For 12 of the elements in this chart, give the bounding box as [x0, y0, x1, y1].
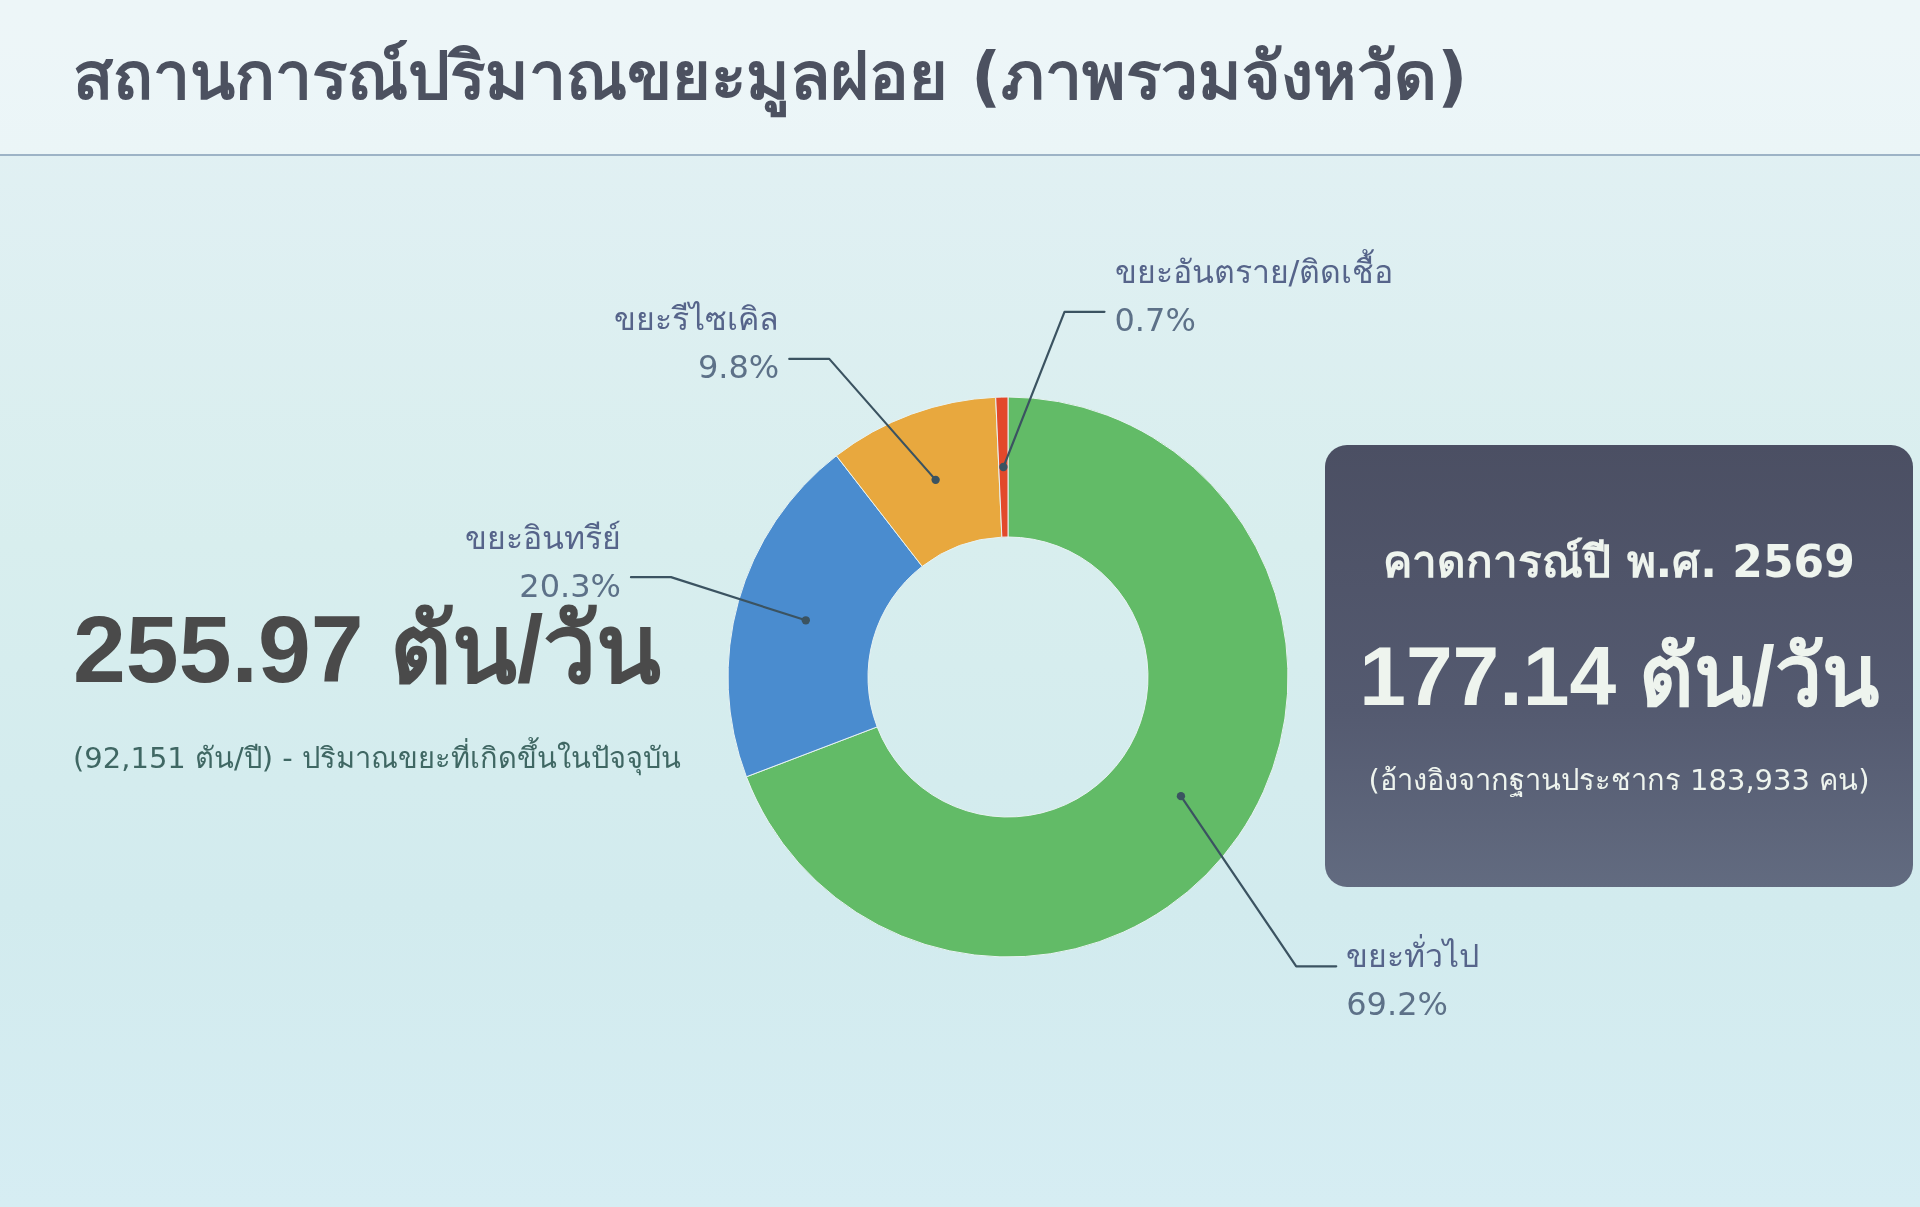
text: (อ้างอิงจากฐานประชากร 183,933 คน) [1367, 761, 1871, 799]
data-label: 9.8% [697, 348, 780, 387]
text: คาดการณ์ปี พ.ศ. 2569 [1382, 536, 1856, 589]
chart-title: สถานการณ์ปริมาณขยะมูลฝอย (ภาพรวมจังหวัด) [73, 37, 1468, 117]
text: (92,151 ตัน/ปี) - ปริมาณขยะที่เกิดขึ้นในปัจจุบัน [73, 739, 681, 778]
data-label: 0.7% [1114, 301, 1196, 340]
slice-label: ขยะอันตราย/ติดเชื้อ [1114, 249, 1394, 292]
slice-label: ขยะทั่วไป [1346, 933, 1480, 975]
data-label: 69.2% [1346, 984, 1448, 1023]
slice-label: ขยะอินทรีย์ [464, 518, 621, 557]
text: 177.14 ตัน/วัน [1358, 627, 1880, 725]
slice-label: ขยะรีไซเคิล [614, 300, 780, 339]
